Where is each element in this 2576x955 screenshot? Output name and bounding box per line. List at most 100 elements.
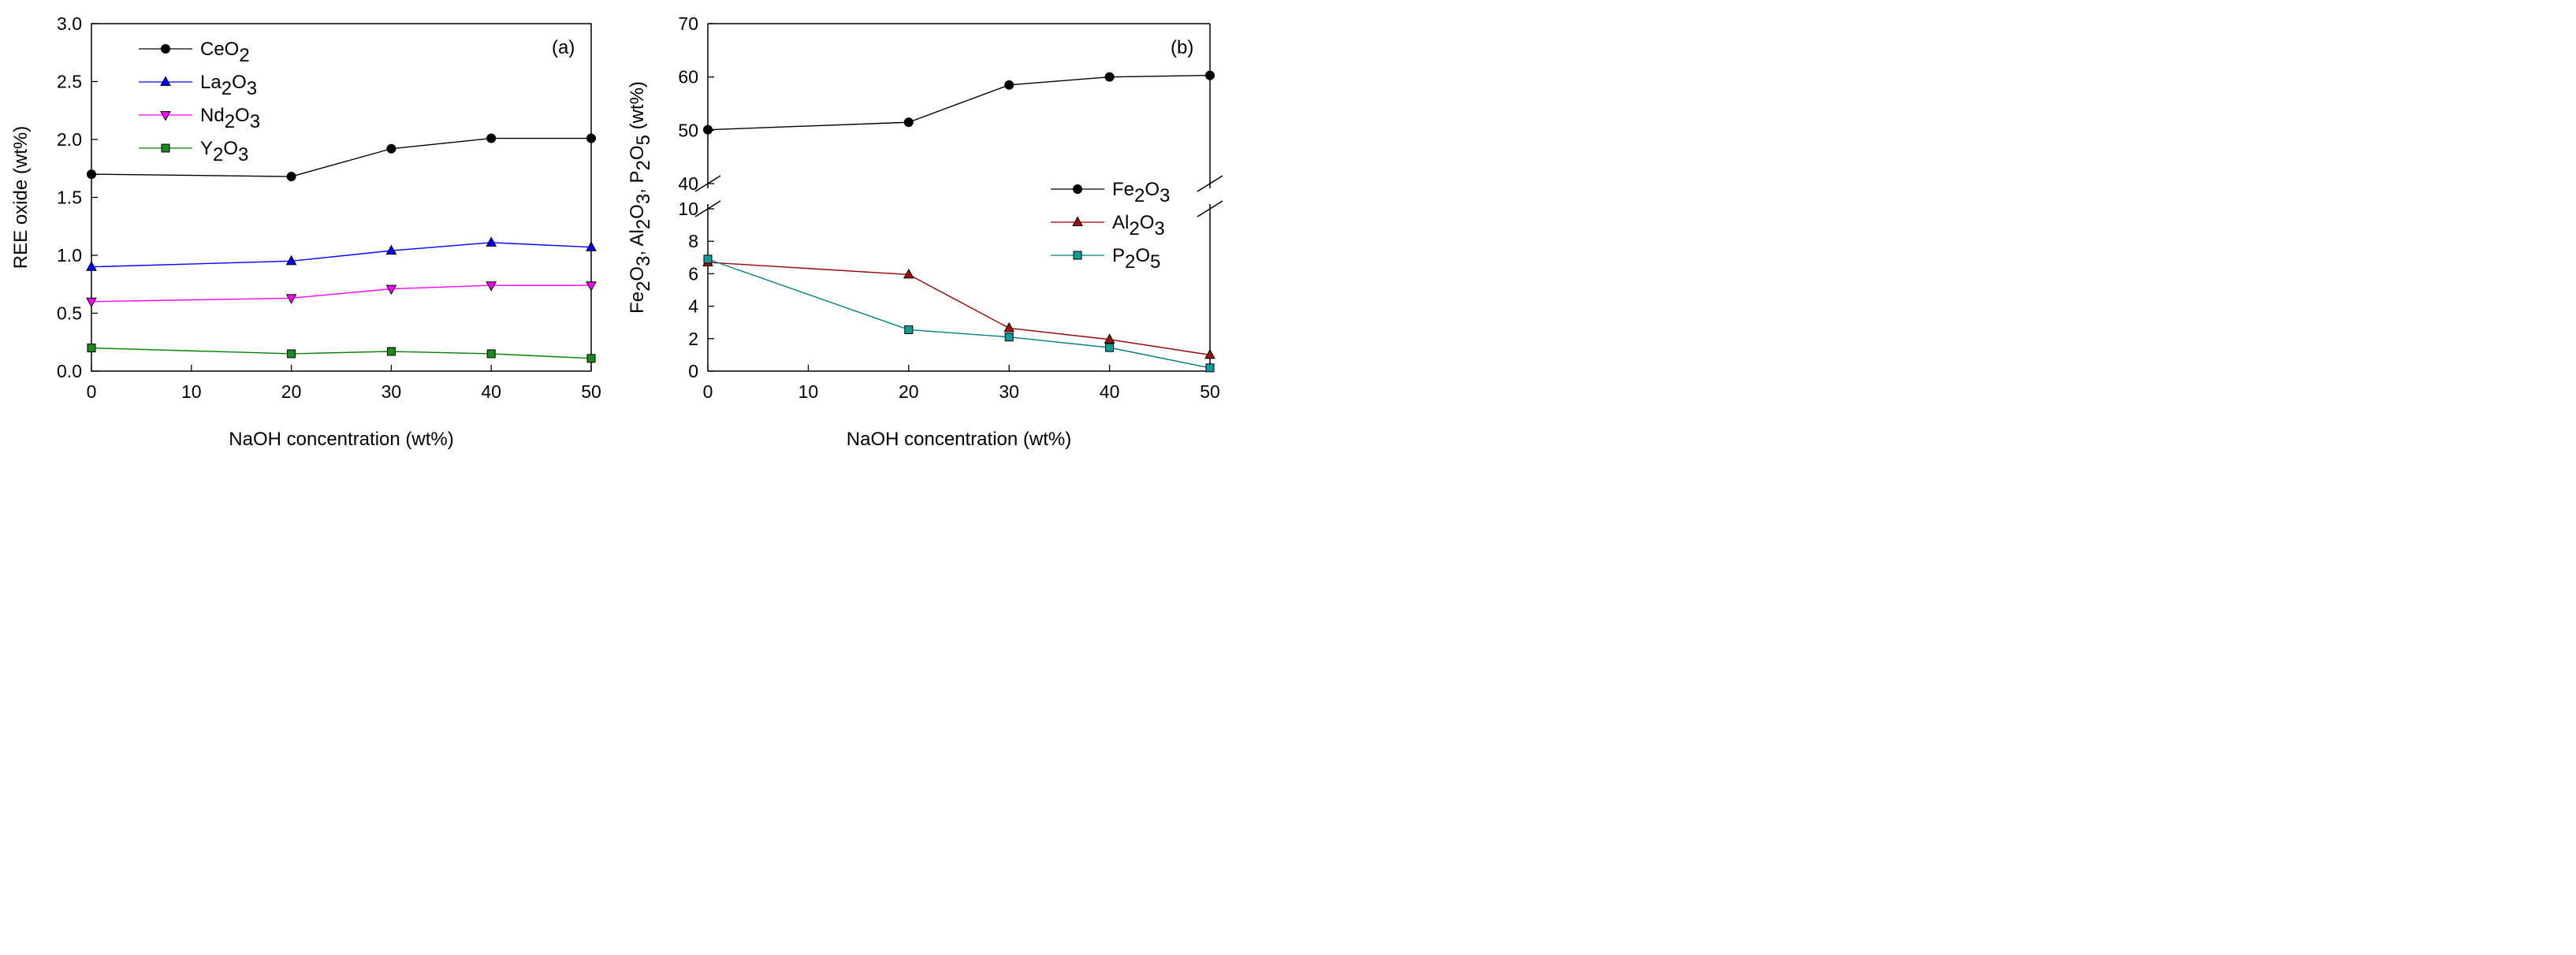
y-tick-label: 2 [688, 329, 698, 349]
data-point [86, 297, 97, 308]
label-text: Nd [200, 105, 225, 126]
break-mark [1197, 175, 1223, 192]
data-point [87, 344, 96, 353]
series-nd2o3 [86, 281, 597, 308]
y-tick-label: 8 [688, 231, 698, 251]
legend-entry-ceo2: CeO2 [139, 39, 250, 66]
subscript-text: 3 [247, 78, 257, 99]
subscript-text: 5 [1150, 251, 1160, 273]
figure: 0.0 0.5 1.0 1.5 2.0 2.5 3.0 0 10 20 30 40 50 NaOH con… [0, 0, 1233, 456]
data-point [486, 281, 497, 292]
series-y2o3 [87, 344, 596, 363]
data-point [703, 255, 713, 264]
subscript-text: 2 [633, 281, 654, 292]
x-tick-label: 30 [382, 381, 402, 402]
x-axis-label: NaOH concentration (wt%) [847, 429, 1071, 450]
label-text: O [1135, 245, 1150, 266]
label-text: Al [1112, 212, 1129, 233]
legend-entry-nd2o3: Nd2O3 [139, 105, 260, 132]
data-point [1004, 333, 1014, 342]
label-text: Fe [1112, 179, 1134, 200]
label-text: O [1140, 212, 1155, 233]
label-text: La [200, 72, 221, 93]
label-text: Y [200, 138, 213, 159]
x-tick-label: 0 [87, 381, 97, 402]
subscript-text: 2 [1125, 251, 1135, 273]
data-point [904, 325, 914, 334]
label-text: Fe [627, 292, 648, 314]
data-point [386, 347, 396, 356]
y-axis-label: REE oxide (wt%) [10, 126, 32, 269]
subscript-text: 2 [213, 144, 223, 165]
y-axis-label: Fe2O3, Al2O3, P2O5 (wt%) [627, 81, 654, 314]
plot-frame [707, 23, 1211, 372]
x-tick-label: 0 [703, 381, 713, 402]
x-axis-label: NaOH concentration (wt%) [229, 429, 453, 450]
legend-label: CeO2 [200, 39, 250, 66]
series-p2o5 [703, 255, 1215, 373]
subscript-text: 3 [1160, 185, 1170, 206]
subscript-text: 2 [225, 111, 235, 132]
label-text: O [1145, 179, 1160, 200]
data-point [86, 261, 97, 271]
subscript-text: 3 [633, 194, 654, 204]
subscript-text: 3 [1154, 218, 1164, 240]
panel-a-ree-oxide-chart: 0.0 0.5 1.0 1.5 2.0 2.5 3.0 0 10 20 30 40 50 NaOH con… [10, 13, 601, 450]
y-tick-label: 0 [688, 361, 698, 381]
data-point [1004, 80, 1014, 90]
label-text: , P [627, 170, 648, 193]
label-text: O [232, 72, 247, 93]
subscript-text: 5 [633, 135, 654, 145]
x-tick-label: 40 [481, 381, 501, 402]
legend-label: Y2O3 [200, 138, 248, 165]
subscript-text: 3 [250, 111, 260, 132]
data-point [386, 143, 396, 154]
panel-b-major-oxides-chart: 40 50 60 70 0 2 4 6 8 10 0 10 20 30 40 50 NaOH concentra… [627, 13, 1223, 450]
data-point [703, 124, 713, 135]
y-tick-label: 40 [678, 173, 698, 194]
legend-label: Al2O3 [1112, 212, 1165, 240]
data-point [1104, 72, 1115, 82]
data-point [1003, 321, 1015, 333]
y-tick-label: 1.0 [57, 245, 82, 266]
data-point [486, 236, 497, 247]
subscript-text: 2 [1134, 185, 1145, 206]
data-point [285, 255, 297, 266]
data-point [486, 349, 496, 359]
x-tick-label: 10 [798, 381, 819, 402]
x-tick-label: 50 [581, 381, 601, 402]
subscript-text: 2 [239, 45, 249, 66]
data-point [1104, 333, 1115, 344]
data-point [285, 294, 297, 304]
data-point [385, 244, 397, 255]
label-text: CeO [200, 39, 239, 60]
legend-marker [1073, 251, 1082, 260]
legend-marker [1072, 216, 1083, 226]
x-tick-label: 30 [999, 381, 1019, 402]
label-text: P [1112, 245, 1125, 266]
y-tick-label: 0.0 [57, 361, 82, 381]
data-point [586, 133, 596, 143]
y-tick-label: 10 [678, 199, 698, 219]
subscript-text: 2 [1129, 218, 1139, 240]
subscript-text: 3 [238, 144, 248, 165]
panel-label: (a) [552, 37, 575, 58]
data-point [1204, 348, 1215, 359]
y-tick-label: 1.5 [57, 188, 82, 208]
subscript-text: 3 [633, 256, 654, 266]
data-point [586, 354, 596, 363]
series-la2o3 [86, 236, 597, 271]
y-tick-label: 3.0 [57, 13, 82, 34]
y-tick-label: 4 [688, 296, 698, 317]
data-point [486, 133, 497, 143]
subscript-text: 2 [633, 219, 654, 229]
data-point [385, 284, 397, 295]
legend-entry-al2o3: Al2O3 [1051, 212, 1165, 240]
label-text: O [223, 138, 238, 159]
legend-entry-p2o5: P2O5 [1051, 245, 1160, 273]
legend-label: P2O5 [1112, 245, 1160, 273]
legend-label: Fe2O3 [1112, 179, 1170, 206]
label-text: O [627, 204, 648, 219]
legend-entry-fe2o3: Fe2O3 [1051, 179, 1170, 206]
legend-entry-la2o3: La2O3 [139, 72, 257, 99]
